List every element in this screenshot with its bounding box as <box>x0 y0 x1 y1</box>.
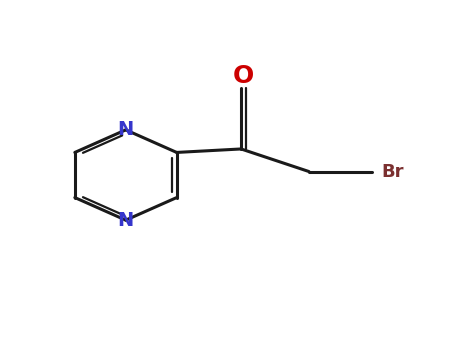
Text: N: N <box>118 120 134 139</box>
Text: Br: Br <box>381 162 404 181</box>
Text: N: N <box>118 211 134 230</box>
Text: O: O <box>233 64 254 88</box>
